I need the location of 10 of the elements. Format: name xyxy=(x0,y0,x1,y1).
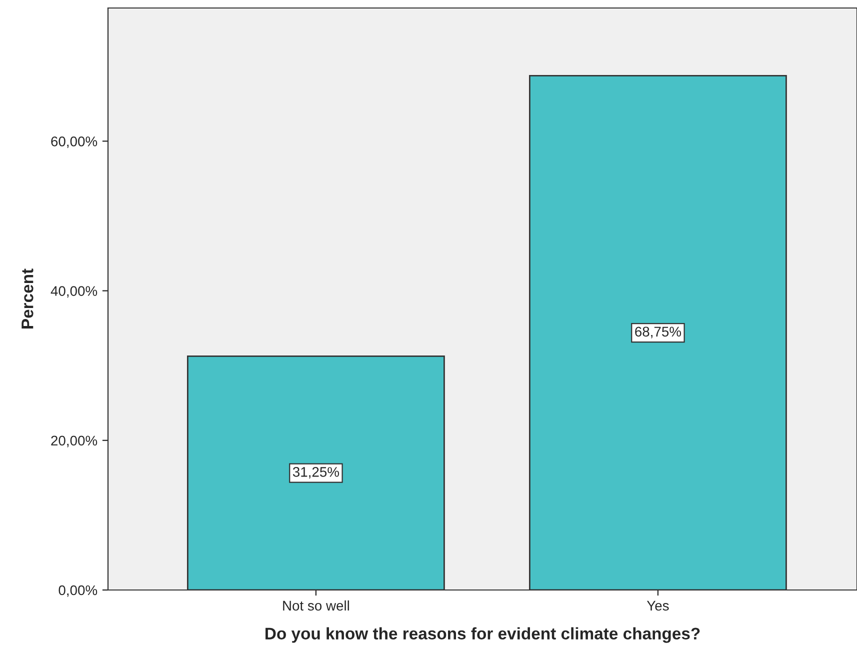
y-tick-label: 60,00% xyxy=(51,136,98,148)
y-axis-title: Percent xyxy=(22,268,34,328)
data-label: 68,75% xyxy=(635,326,682,338)
y-tick-label: 20,00% xyxy=(51,436,98,448)
y-tick-label: 0,00% xyxy=(58,585,98,597)
x-axis-title: Do you know the reasons for evident climate changes? xyxy=(266,627,700,643)
y-tick-label: 40,00% xyxy=(50,286,98,298)
x-tick-label: Not so well xyxy=(283,600,349,611)
x-tick-label: Yes xyxy=(646,600,669,611)
data-label: 31,25% xyxy=(292,467,339,478)
